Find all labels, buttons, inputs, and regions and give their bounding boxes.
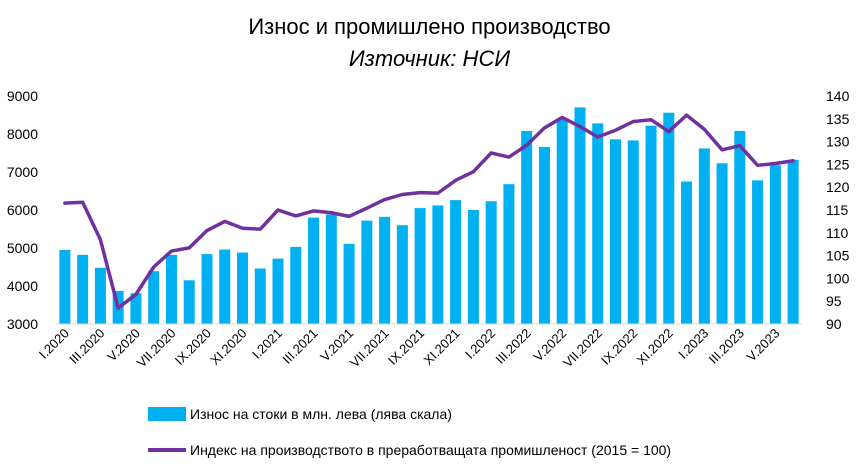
y-left-tick-label: 4000 — [7, 278, 38, 294]
bar — [787, 159, 799, 324]
x-tick-label: IX.2022 — [598, 326, 640, 368]
bar — [396, 225, 408, 324]
y-left-tick-label: 6000 — [7, 202, 38, 218]
bar — [308, 217, 320, 324]
bar — [414, 208, 426, 324]
bar — [574, 107, 586, 325]
bar — [272, 258, 284, 324]
x-tick-label: IX.2021 — [385, 326, 427, 368]
x-tick-label: VII.2021 — [347, 326, 392, 371]
legend-bar-swatch — [148, 407, 186, 421]
bar — [165, 254, 177, 324]
x-tick-label: IX.2020 — [172, 326, 214, 368]
y-right-tick-label: 120 — [826, 179, 850, 195]
bar — [467, 210, 479, 324]
bar — [450, 200, 462, 324]
bar — [681, 181, 693, 324]
bar — [734, 130, 746, 324]
bar — [627, 140, 639, 324]
bar — [698, 148, 710, 324]
bar — [148, 271, 160, 324]
x-tick-label: III.2023 — [706, 326, 747, 367]
bar — [130, 293, 142, 324]
bar — [432, 205, 444, 324]
bar — [290, 246, 302, 324]
bar — [521, 130, 533, 324]
y-right-tick-label: 95 — [826, 293, 842, 309]
x-tick-label: XI.2021 — [420, 326, 462, 368]
x-tick-label: VII.2022 — [560, 326, 605, 371]
x-tick-label: VII.2020 — [134, 326, 179, 371]
y-right-tick-label: 115 — [826, 202, 849, 218]
bar — [538, 146, 550, 324]
bar — [77, 254, 89, 324]
y-left-tick-label: 8000 — [7, 126, 38, 142]
line-series-group — [63, 113, 795, 310]
y-left-tick-label: 7000 — [7, 164, 38, 180]
bar — [343, 243, 355, 324]
bar — [94, 267, 106, 324]
bar — [609, 139, 622, 324]
bar — [769, 165, 781, 324]
bar — [485, 201, 497, 324]
legend-line-label: Индекс на производството в преработващат… — [190, 442, 671, 458]
bar — [254, 268, 266, 324]
x-tick-label: V.2023 — [744, 326, 783, 365]
legend: Износ на стоки в млн. лева (лява скала) … — [148, 406, 671, 458]
y-left-tick-label: 9000 — [7, 88, 38, 104]
y-right-tick-label: 125 — [826, 156, 850, 172]
y-right-tick-label: 140 — [826, 88, 850, 104]
bar — [663, 112, 675, 324]
x-tick-label: III.2021 — [279, 326, 320, 367]
legend-bar-label: Износ на стоки в млн. лева (лява скала) — [190, 406, 452, 422]
bar — [361, 220, 373, 324]
y-right-tick-label: 105 — [826, 248, 850, 264]
bar — [236, 252, 249, 324]
bar-series — [59, 107, 799, 325]
bar — [592, 123, 604, 324]
y-right-tick-label: 110 — [826, 225, 849, 241]
bar — [556, 118, 568, 324]
line-series — [63, 113, 795, 310]
x-axis: I.2020III.2020V.2020VII.2020IX.2020XI.20… — [36, 326, 783, 371]
bar — [503, 184, 515, 324]
y-right-tick-label: 130 — [826, 134, 850, 150]
bar — [379, 216, 391, 324]
chart-subtitle: Източник: НСИ — [349, 46, 510, 71]
bar — [183, 280, 195, 324]
y-right-tick-label: 100 — [826, 270, 850, 286]
bar — [752, 180, 764, 324]
y-right-tick-label: 90 — [826, 316, 842, 332]
bar — [645, 125, 657, 324]
x-tick-label: III.2022 — [493, 326, 534, 367]
bar — [325, 214, 337, 324]
bar — [716, 163, 728, 324]
y-left-tick-label: 5000 — [7, 240, 38, 256]
x-tick-label: XI.2022 — [634, 326, 676, 368]
left-axis: 3000 4000 5000 6000 7000 8000 9000 — [7, 88, 38, 332]
x-tick-label: XI.2020 — [207, 326, 249, 368]
bar — [59, 249, 71, 324]
y-left-tick-label: 3000 — [7, 316, 38, 332]
chart-title: Износ и промишлено производство — [248, 14, 610, 39]
right-axis: 90 95 100 105 110 115 120 125 130 135 140 — [826, 88, 850, 332]
x-tick-label: III.2020 — [66, 326, 107, 367]
bar — [219, 249, 231, 324]
bar — [201, 254, 213, 324]
y-right-tick-label: 135 — [826, 111, 850, 127]
